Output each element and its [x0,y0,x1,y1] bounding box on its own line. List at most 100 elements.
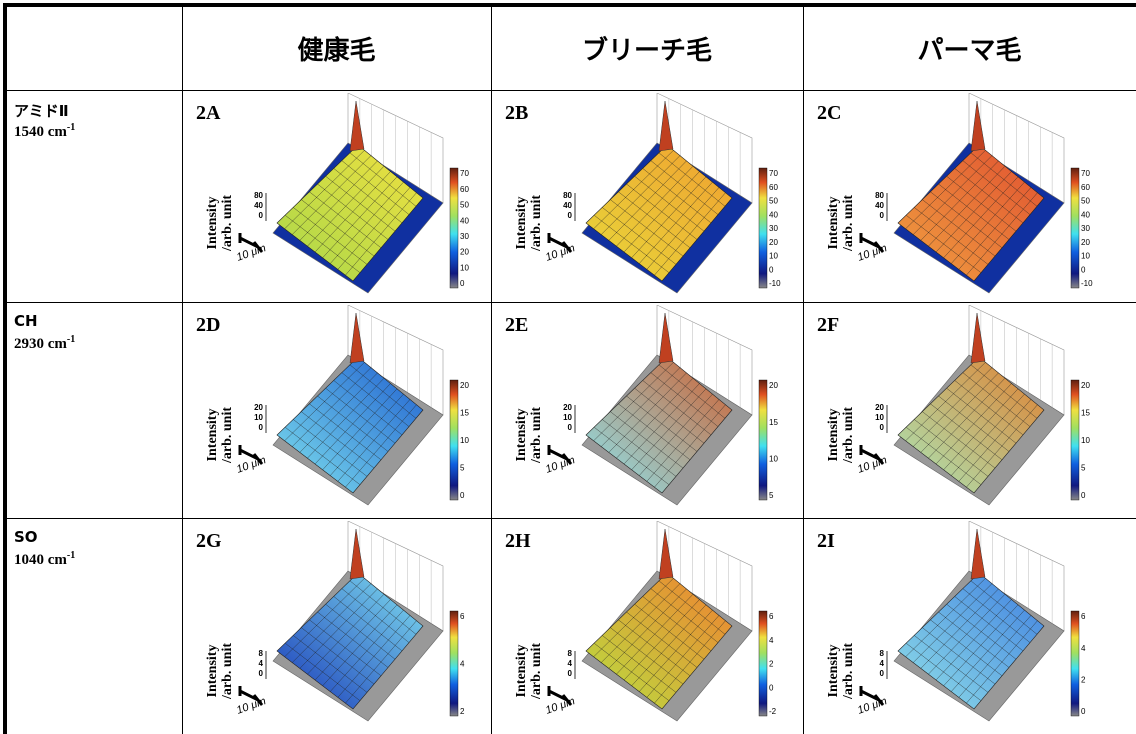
colorbar-tick-label: 50 [460,201,469,210]
scale-label: 10 μm [856,695,889,717]
exponent: -1 [67,122,75,133]
z-tick-label: 8 [259,649,264,658]
z-tick-label: 20 [563,403,572,412]
row-name: CH [14,312,38,330]
wavenumber: 2930 cm [14,336,67,352]
colorbar-tick-label: 70 [769,169,778,178]
scale-label: 10 μm [544,695,577,717]
wavenumber: 1040 cm [14,552,67,568]
z-tick-label: 0 [259,211,264,220]
colorbar-tick-label: 60 [460,185,469,194]
z-tick-label: 0 [568,423,573,432]
panel-label: 2B [505,102,528,124]
axis-label: /arb. unit [529,643,544,700]
border-left [3,3,7,734]
colorbar-tick-label: 5 [460,464,465,473]
axis-label: Intensity [205,645,220,698]
colorbar [759,380,767,500]
axis-label: Intensity [826,197,841,250]
z-tick-label: 8 [568,649,573,658]
axis-label: /arb. unit [841,195,856,252]
colorbar-tick-label: 50 [769,197,778,206]
colorbar-tick-label: 0 [769,265,774,274]
row-name: アミドⅡ [14,100,69,121]
wavenumber: 1540 cm [14,124,67,140]
colorbar-tick-label: 20 [769,381,778,390]
colorbar-tick-label: 20 [460,381,469,390]
surface-plot: 2AIntensity/arb. unit8040010 μm706050403… [188,93,488,301]
colorbar-tick-label: 40 [1081,210,1090,219]
axis-label: /arb. unit [220,195,235,252]
colorbar-tick-label: 0 [460,491,465,500]
z-tick-label: 10 [563,413,572,422]
colorbar [450,380,458,500]
colorbar-tick-label: 30 [769,224,778,233]
z-tick-label: 20 [254,403,263,412]
colorbar-tick-label: 6 [769,612,774,621]
col-line [182,5,183,734]
surface-plot: 2DIntensity/arb. unit2010010 μm20151050 [188,305,488,513]
colorbar-tick-label: 10 [1081,252,1090,261]
col-line [491,5,492,734]
colorbar-tick-label: 10 [769,454,778,463]
z-tick-label: 40 [563,201,572,210]
colorbar-tick-label: 4 [460,660,465,669]
z-tick-label: 8 [880,649,885,658]
colorbar [759,611,767,716]
panel-label: 2E [505,314,528,336]
colorbar-tick-label: 20 [1081,381,1090,390]
z-tick-label: 10 [254,413,263,422]
colorbar-tick-label: 70 [1081,169,1090,178]
colorbar-tick-label: -10 [1081,279,1093,288]
z-tick-label: 0 [568,211,573,220]
row-wavenumber: 2930 cm-1 [14,334,75,353]
z-tick-label: 0 [880,211,885,220]
axis-label: /arb. unit [220,643,235,700]
axis-label: /arb. unit [529,407,544,464]
colorbar-tick-label: 60 [1081,183,1090,192]
surface-plot: 2CIntensity/arb. unit8040010 μm706050403… [809,93,1109,301]
row-wavenumber: 1040 cm-1 [14,550,75,569]
colorbar-tick-label: 30 [1081,224,1090,233]
colorbar-tick-label: 0 [460,279,465,288]
colorbar-tick-label: 0 [1081,707,1086,716]
axis-label: Intensity [205,409,220,462]
exponent: -1 [67,550,75,561]
scale-label: 10 μm [544,454,577,476]
z-tick-label: 40 [254,201,263,210]
colorbar-tick-label: 40 [460,216,469,225]
colorbar-tick-label: 10 [1081,436,1090,445]
surface-plot: 2EIntensity/arb. unit2010010 μm2015105 [497,305,797,513]
panel-label: 2C [817,102,841,124]
colorbar-tick-label: 30 [460,232,469,241]
colorbar [450,611,458,716]
panel-label: 2G [196,530,222,552]
colorbar-tick-label: 0 [1081,491,1086,500]
colorbar-tick-label: -2 [769,707,777,716]
z-tick-label: 0 [259,423,264,432]
colorbar [1071,380,1079,500]
colorbar-tick-label: 0 [1081,265,1086,274]
colorbar-tick-label: 15 [1081,409,1090,418]
colorbar-tick-label: 40 [769,210,778,219]
colorbar [759,168,767,288]
colorbar-tick-label: 20 [460,248,469,257]
col-line [803,5,804,734]
panel-label: 2I [817,530,835,552]
row-line [5,518,1136,519]
axis-label: Intensity [514,645,529,698]
table-page: 健康毛ブリーチ毛パーマ毛アミドⅡ1540 cm-1CH2930 cm-1SO10… [0,0,1136,734]
axis-label: Intensity [514,409,529,462]
scale-label: 10 μm [544,242,577,264]
axis-label: Intensity [205,197,220,250]
axis-label: /arb. unit [841,407,856,464]
colorbar-tick-label: 70 [460,169,469,178]
column-header: ブリーチ毛 [491,30,803,67]
z-tick-label: 40 [875,201,884,210]
panel-label: 2F [817,314,839,336]
colorbar [1071,611,1079,716]
column-header: パーマ毛 [803,30,1136,67]
exponent: -1 [67,334,75,345]
